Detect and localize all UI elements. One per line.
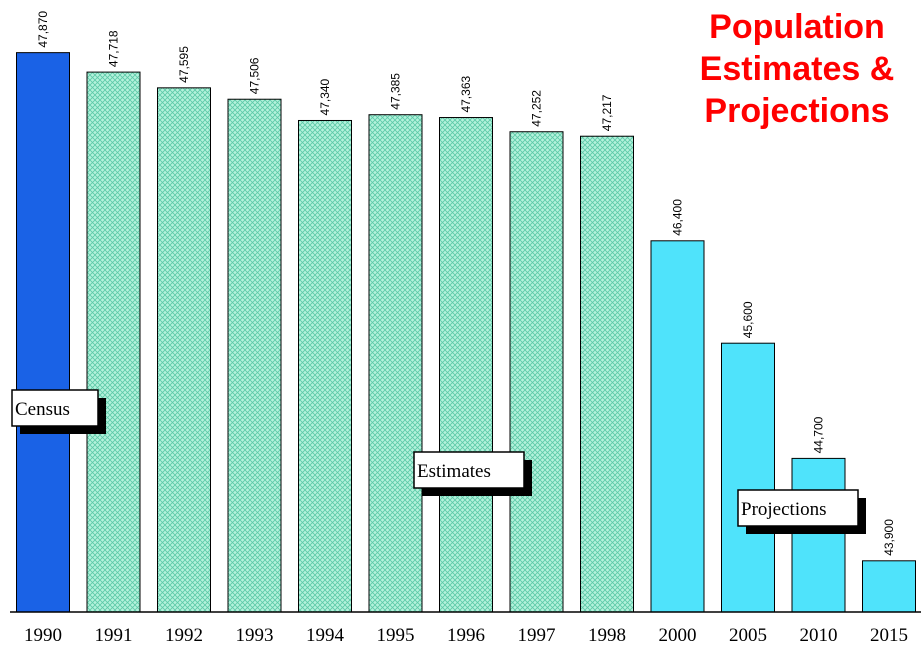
bar [439,117,493,613]
x-tick-label: 2005 [729,625,767,646]
annotation: Projections [737,489,866,534]
x-tick-label: 1998 [588,625,626,646]
annotation-box [413,451,525,489]
bar [298,119,352,613]
annotation: Estimates [413,451,532,496]
value-label: 47,870 [36,11,50,48]
value-label: 43,900 [882,519,896,556]
x-tick-label: 1997 [518,625,556,646]
value-label: 47,385 [389,73,403,110]
bar [791,457,846,613]
bar [862,560,916,613]
x-tick-label: 1994 [306,625,345,646]
bar [227,98,282,613]
bar [157,87,211,613]
value-label: 47,718 [107,30,121,67]
annotation-text: Census [15,399,70,420]
bar [16,52,70,613]
x-tick-label: 1993 [236,625,274,646]
x-tick-label: 1992 [165,625,203,646]
chart-title: Estimates & [700,50,895,88]
value-label: 47,217 [600,94,614,131]
bar [580,135,634,613]
annotation: Census [11,389,106,434]
annotation-box [11,389,99,427]
x-tick-label: 2010 [800,625,838,646]
chart-title: Population [709,8,885,46]
value-label: 45,600 [741,301,755,338]
value-label: 47,363 [459,76,473,113]
x-tick-label: 1996 [447,625,485,646]
bar [650,240,705,613]
value-label: 47,340 [318,78,332,115]
bar [368,114,423,613]
x-tick-label: 1995 [377,625,415,646]
x-tick-label: 2015 [870,625,908,646]
annotation-text: Estimates [417,461,491,482]
bar [509,131,564,613]
x-tick-label: 2000 [659,625,697,646]
value-label: 44,700 [812,416,826,453]
annotation-text: Projections [741,499,827,520]
value-label: 47,252 [530,90,544,127]
value-label: 46,400 [671,199,685,236]
x-tick-label: 1991 [95,625,133,646]
chart-title: Projections [704,92,889,130]
annotation-box [737,489,859,527]
x-tick-label: 1990 [24,625,62,646]
value-label: 47,595 [177,46,191,83]
bar [721,342,775,613]
value-label: 47,506 [248,57,262,94]
bar [86,71,141,613]
